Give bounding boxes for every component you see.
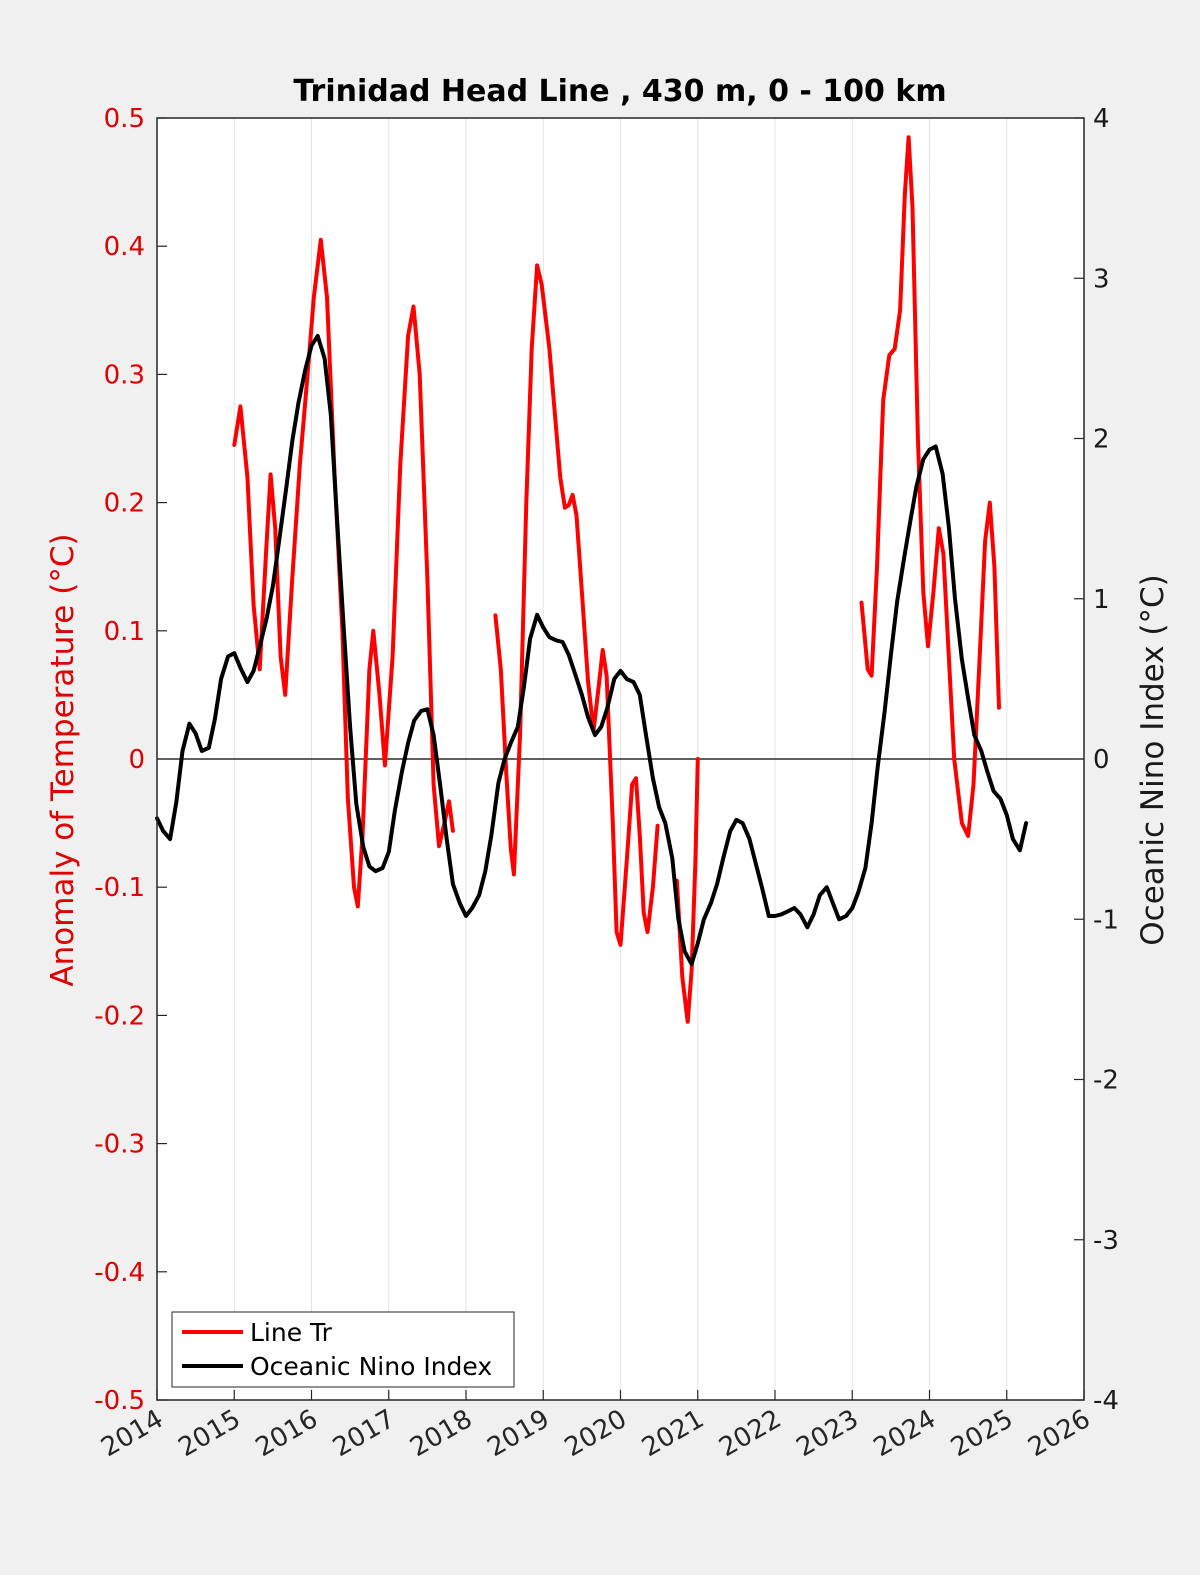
y-left-tick-label: -0.5: [94, 1386, 145, 1416]
y-axis-right-label: Oceanic Nino Index (°C): [1135, 574, 1171, 945]
series-line-tr: [493, 263, 660, 947]
y-right-tick-label: 3: [1093, 264, 1110, 294]
y-right-tick-label: 1: [1093, 585, 1110, 615]
legend-box: [171, 1311, 515, 1388]
y-right-tick-label: 2: [1093, 425, 1110, 455]
series-line-tr: [674, 757, 700, 1024]
y-axis-left-label: Anomaly of Temperature (°C): [45, 533, 81, 986]
y-left-tick-label: -0.3: [94, 1130, 145, 1160]
y-left-tick-label: 0.2: [104, 489, 145, 519]
legend-label-oni: Oceanic Nino Index: [250, 1352, 492, 1381]
series-line-tr: [232, 237, 455, 909]
chart-title: Trinidad Head Line , 430 m, 0 - 100 km: [293, 74, 946, 109]
y-right-tick-label: -1: [1093, 905, 1119, 935]
y-left-tick-label: 0.5: [104, 104, 145, 134]
y-right-tick-label: -4: [1093, 1386, 1119, 1416]
legend: Line Tr Oceanic Nino Index: [171, 1311, 515, 1388]
y-right-tick-label: 0: [1093, 745, 1110, 775]
series-line-tr: [859, 135, 1001, 838]
y-right-tick-label: 4: [1093, 104, 1110, 134]
y-left-tick-label: 0.4: [104, 232, 145, 262]
y-right-tick-label: -2: [1093, 1066, 1119, 1096]
y-left-tick-label: -0.1: [94, 873, 145, 903]
y-left-tick-label: 0.1: [104, 617, 145, 647]
y-left-tick-label: -0.2: [94, 1001, 145, 1031]
series-oceanic-nino-index: [155, 333, 1029, 967]
legend-label-line-tr: Line Tr: [250, 1318, 333, 1347]
y-left-tick-label: 0: [128, 745, 145, 775]
y-right-tick-label: -3: [1093, 1226, 1119, 1256]
series-layer: [155, 135, 1029, 1024]
y-left-tick-label: 0.3: [104, 360, 145, 390]
y-left-tick-label: -0.4: [94, 1258, 145, 1288]
